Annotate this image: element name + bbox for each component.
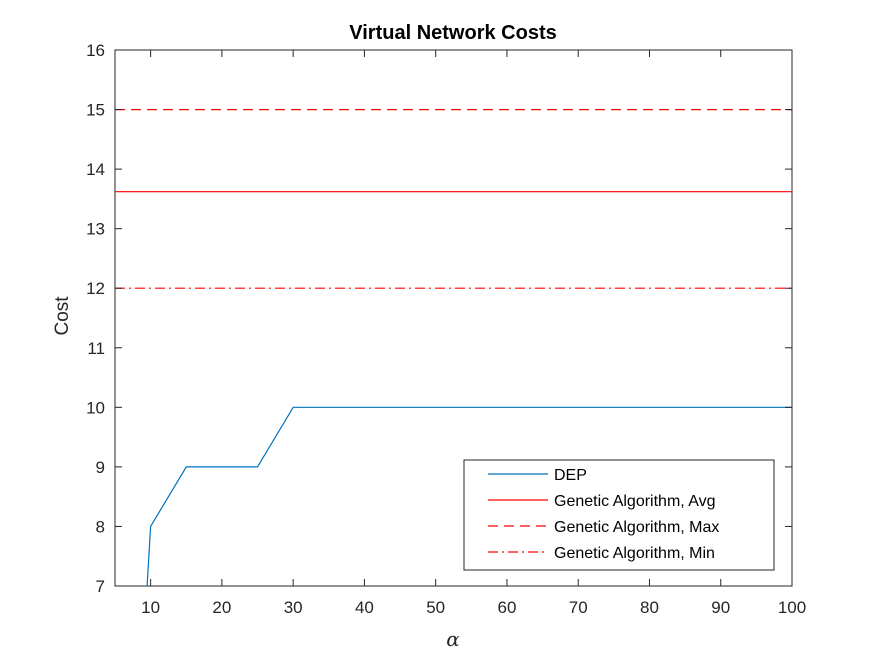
x-tick-label: 50 (426, 598, 445, 617)
x-tick-label: 60 (497, 598, 516, 617)
y-tick-label: 12 (86, 279, 105, 298)
chart-title: Virtual Network Costs (349, 22, 556, 44)
y-tick-label: 16 (86, 41, 105, 60)
x-tick-label: 20 (212, 598, 231, 617)
series-line-1 (146, 406, 792, 586)
y-tick-label: 8 (96, 517, 105, 536)
legend-label-3: Genetic Algorithm, Max (554, 519, 719, 536)
legend-label-1: DEP (554, 467, 587, 484)
y-tick-label: 15 (86, 101, 105, 120)
x-tick-label: 10 (141, 598, 160, 617)
y-tick-label: 11 (87, 339, 105, 358)
x-tick-label: 30 (284, 598, 303, 617)
y-axis-ticks: 7 8 9 10 11 12 13 14 15 16 (86, 41, 792, 596)
x-axis-label: α (446, 627, 460, 651)
y-tick-label: 9 (96, 458, 105, 477)
y-tick-label: 14 (86, 160, 105, 179)
x-axis-ticks: 10 20 30 40 50 60 70 80 90 100 (141, 50, 806, 617)
y-tick-label: 7 (96, 577, 105, 596)
y-axis-label: Cost (52, 296, 73, 336)
legend-label-2: Genetic Algorithm, Avg (554, 493, 716, 510)
x-tick-label: 90 (711, 598, 730, 617)
series-group (115, 108, 792, 586)
legend: DEP Genetic Algorithm, Avg Genetic Algorit… (463, 459, 775, 571)
x-tick-label: 80 (640, 598, 659, 617)
y-tick-label: 13 (86, 220, 105, 239)
x-tick-label: 70 (569, 598, 588, 617)
y-tick-label: 10 (86, 398, 105, 417)
axes-box (114, 49, 793, 587)
x-tick-label: 40 (355, 598, 374, 617)
plot-area (114, 49, 793, 587)
x-tick-label: 100 (778, 598, 806, 617)
legend-label-4: Genetic Algorithm, Min (554, 545, 715, 562)
